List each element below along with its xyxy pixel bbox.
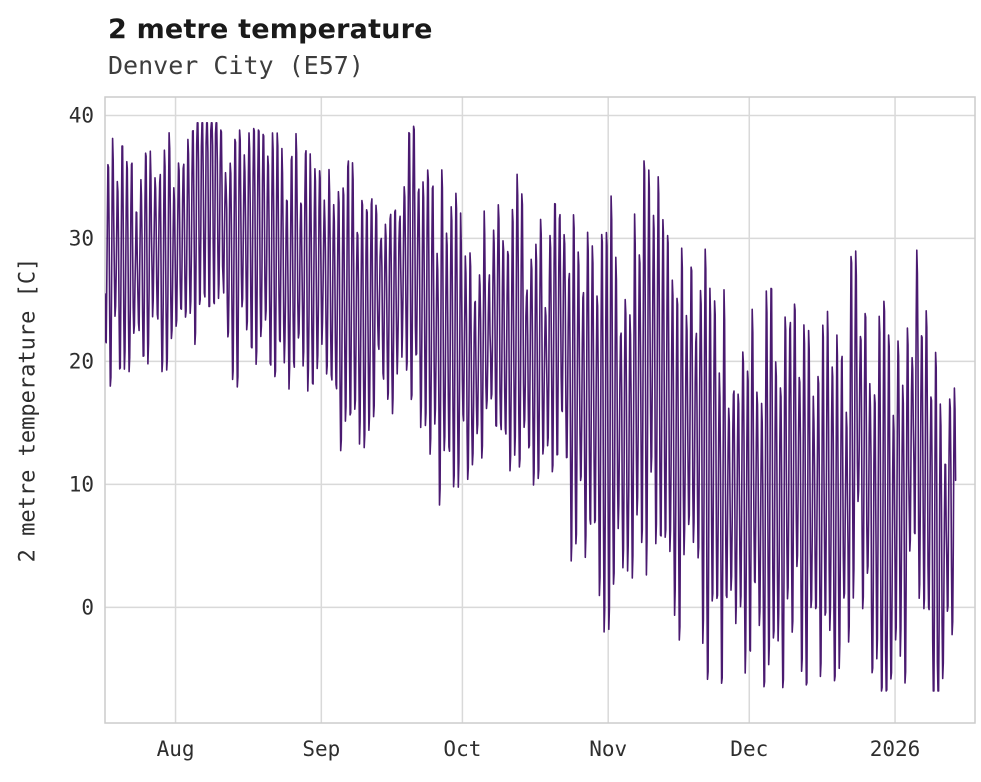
y-axis-label: 2 metre temperature [C]: [15, 257, 41, 563]
x-tick-label: Dec: [730, 737, 768, 761]
x-tick-label: Aug: [157, 737, 195, 761]
y-tick-label: 0: [81, 595, 94, 619]
plot-border: [104, 96, 976, 724]
x-tick-label: 2026: [870, 737, 921, 761]
y-tick-label: 10: [69, 472, 94, 496]
y-tick-label: 20: [69, 349, 94, 373]
y-tick-label: 30: [69, 226, 94, 250]
x-tick-label: Oct: [443, 737, 481, 761]
temperature-line: [105, 122, 957, 692]
x-tick-label: Sep: [302, 737, 340, 761]
chart-title: 2 metre temperature: [108, 14, 433, 45]
x-tick-label: Nov: [589, 737, 627, 761]
y-tick-label: 40: [69, 103, 94, 127]
chart-subtitle: Denver City (E57): [108, 51, 364, 80]
